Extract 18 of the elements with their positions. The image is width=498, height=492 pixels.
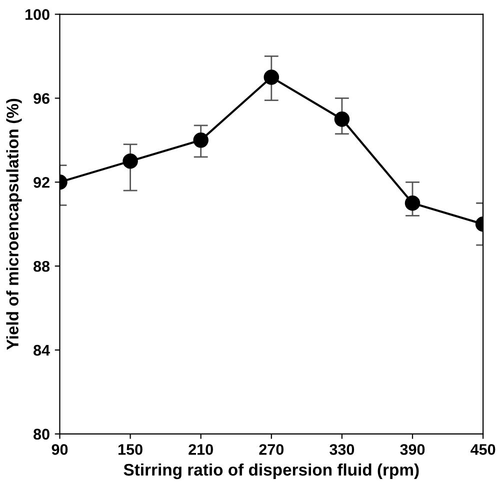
y-tick-label: 88: [34, 260, 50, 272]
x-tick-label: 450: [470, 444, 496, 455]
x-tick-label: 210: [188, 444, 213, 455]
point: [334, 112, 350, 127]
x-tick-label: 390: [400, 444, 425, 455]
y-tick-label: 84: [34, 344, 50, 356]
y-tick-label: 80: [34, 428, 50, 440]
y-tick-label: 92: [34, 177, 50, 188]
y-tick-label: 100: [26, 9, 50, 20]
point: [264, 70, 280, 85]
y-tick-label: 96: [34, 93, 50, 104]
x-tick-label: 90: [52, 444, 68, 455]
x-axis-title: Stirring ratio of dispersion fluid (rpm): [124, 463, 419, 480]
x-tick-label: 330: [330, 444, 354, 455]
x-tick-label: 270: [259, 444, 284, 455]
point: [193, 132, 208, 148]
x-tick-label: 150: [118, 444, 142, 455]
y-axis-title: Yield of microencapsulation (%): [6, 98, 22, 350]
